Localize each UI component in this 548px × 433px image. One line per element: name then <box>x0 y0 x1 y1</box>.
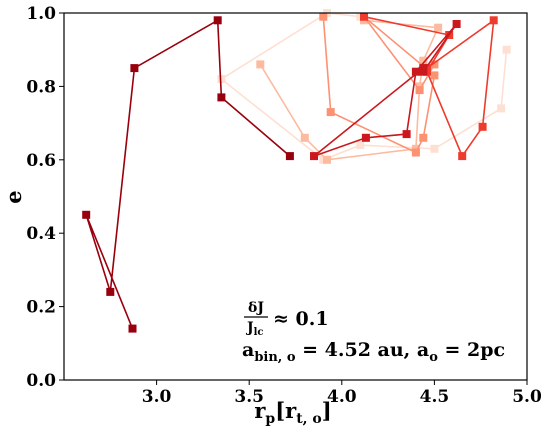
data-point <box>285 152 294 161</box>
series-6 <box>82 16 294 333</box>
x-axis-label-sub-to: t, o <box>296 411 322 427</box>
series-4 <box>360 12 498 161</box>
x-axis-label-main: r <box>254 398 266 423</box>
y-tick-label: 0.4 <box>26 224 56 244</box>
series-line <box>220 12 508 161</box>
data-point <box>430 60 439 69</box>
data-point <box>430 71 439 80</box>
annotation-ratio: δJ Jlc ≈ 0.1 <box>244 300 329 338</box>
data-point <box>452 20 461 28</box>
annotation-ratio-value: ≈ 0.1 <box>273 308 329 330</box>
data-point <box>415 86 424 95</box>
x-axis-label-sub-p: p <box>265 411 275 427</box>
data-point <box>82 210 91 219</box>
data-point <box>360 12 368 21</box>
y-tick-label: 0.0 <box>26 371 56 391</box>
data-point <box>326 108 335 117</box>
data-point <box>411 67 420 76</box>
data-point <box>213 16 222 25</box>
data-point <box>323 155 331 164</box>
data-point <box>106 287 115 296</box>
y-tick-label: 1.0 <box>26 4 56 24</box>
x-axis-label: rp[rt, o] <box>254 398 331 427</box>
data-point <box>217 93 226 102</box>
data-point <box>130 64 139 73</box>
data-point <box>217 75 226 84</box>
x-tick-label: 3.0 <box>142 387 172 407</box>
y-tick-label: 0.8 <box>26 77 56 97</box>
data-point <box>497 104 506 113</box>
data-point <box>419 56 428 65</box>
data-point <box>419 64 428 73</box>
x-tick-label: 4.5 <box>420 387 450 407</box>
data-point <box>478 122 487 131</box>
data-point <box>356 141 365 150</box>
data-point <box>128 324 137 333</box>
annotation-ratio-denominator: Jlc <box>245 320 264 338</box>
series-line <box>259 19 440 161</box>
data-point <box>434 23 443 32</box>
series-2 <box>256 16 443 164</box>
data-point <box>411 148 420 157</box>
x-axis-label-bracket-open: [r <box>275 398 297 423</box>
series-layer <box>82 9 511 333</box>
data-point <box>402 130 411 139</box>
y-tick-label: 0.2 <box>26 298 56 318</box>
data-point <box>430 144 439 153</box>
data-point <box>300 133 309 142</box>
y-axis-label: e <box>1 190 26 203</box>
plot-frame <box>63 12 528 381</box>
x-tick-label: 3.5 <box>234 387 264 407</box>
y-axis-ticks: 0.0 0.2 0.4 0.6 0.8 1.0 <box>26 4 64 391</box>
data-point <box>319 12 328 21</box>
data-point <box>489 16 498 25</box>
series-5 <box>310 20 461 161</box>
data-point <box>310 152 318 161</box>
data-point <box>458 152 467 161</box>
data-point <box>256 60 265 69</box>
x-axis-ticks: 3.0 3.5 4.0 4.5 5.0 <box>142 380 542 407</box>
data-point <box>502 45 511 54</box>
series-line <box>363 15 495 158</box>
x-tick-label: 5.0 <box>512 387 542 407</box>
annotation-ratio-numerator: δJ <box>248 300 264 316</box>
x-axis-label-bracket-close: ] <box>322 398 332 423</box>
annotation-semimajor-axes: abin, o = 4.52 au, ao = 2pc <box>242 339 505 365</box>
data-point <box>361 133 370 142</box>
x-tick-label: 4.0 <box>327 387 357 407</box>
y-tick-label: 0.6 <box>26 151 56 171</box>
data-point <box>419 133 428 142</box>
